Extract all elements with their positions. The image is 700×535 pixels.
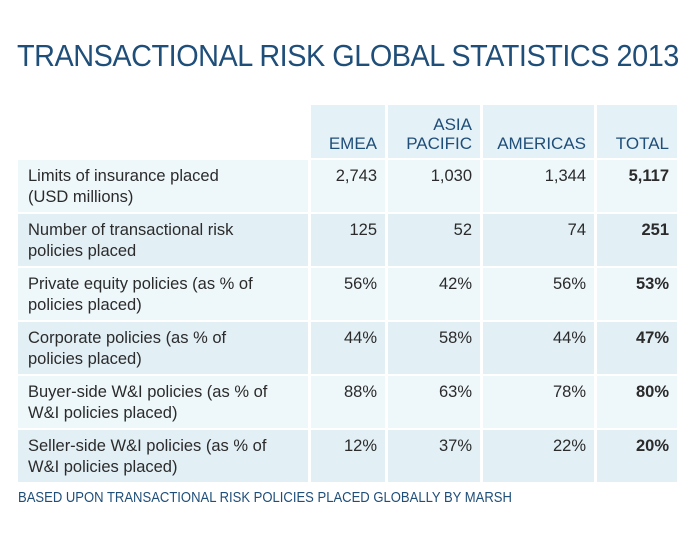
row-label: Limits of insurance placed (USD millions) [18, 160, 308, 212]
cell-emea: 12% [311, 430, 385, 482]
cell-americas: 74 [483, 214, 594, 266]
table-header-row: EMEA ASIA PACIFIC AMERICAS TOTAL [18, 105, 677, 158]
cell-asia-pacific: 1,030 [388, 160, 480, 212]
row-label-line1: Private equity policies (as % of [28, 275, 253, 293]
cell-total: 5,117 [597, 160, 677, 212]
row-label-line1: Limits of insurance placed [28, 167, 219, 185]
row-label-line2: (USD millions) [28, 188, 134, 206]
statistics-table: EMEA ASIA PACIFIC AMERICAS TOTAL Limits o… [15, 103, 680, 484]
row-label: Seller-side W&I policies (as % of W&I pol… [18, 430, 308, 482]
table-row: Number of transactional risk policies pla… [18, 214, 677, 266]
cell-americas: 56% [483, 268, 594, 320]
row-label: Number of transactional risk policies pla… [18, 214, 308, 266]
cell-asia-pacific: 58% [388, 322, 480, 374]
cell-asia-pacific: 52 [388, 214, 480, 266]
cell-emea: 2,743 [311, 160, 385, 212]
row-label-line2: policies placed) [28, 296, 142, 314]
header-asia-pacific-line2: PACIFIC [406, 134, 472, 153]
cell-total: 53% [597, 268, 677, 320]
row-label-line2: policies placed [28, 242, 137, 260]
row-label-line2: W&I policies placed) [28, 458, 178, 476]
table-row: Corporate policies (as % of policies plac… [18, 322, 677, 374]
header-asia-pacific-line1: ASIA [433, 115, 472, 134]
cell-total: 80% [597, 376, 677, 428]
header-asia-pacific: ASIA PACIFIC [388, 105, 480, 158]
cell-total: 20% [597, 430, 677, 482]
table-row: Seller-side W&I policies (as % of W&I pol… [18, 430, 677, 482]
cell-americas: 44% [483, 322, 594, 374]
row-label-line1: Seller-side W&I policies (as % of [28, 437, 267, 455]
row-label: Corporate policies (as % of policies plac… [18, 322, 308, 374]
cell-americas: 1,344 [483, 160, 594, 212]
row-label-line2: W&I policies placed) [28, 404, 178, 422]
source-footnote: BASED UPON TRANSACTIONAL RISK POLICIES P… [18, 490, 512, 506]
cell-emea: 125 [311, 214, 385, 266]
cell-total: 251 [597, 214, 677, 266]
cell-emea: 44% [311, 322, 385, 374]
cell-emea: 88% [311, 376, 385, 428]
row-label-line1: Number of transactional risk [28, 221, 234, 239]
cell-total: 47% [597, 322, 677, 374]
row-label: Buyer-side W&I policies (as % of W&I poli… [18, 376, 308, 428]
cell-asia-pacific: 37% [388, 430, 480, 482]
cell-asia-pacific: 42% [388, 268, 480, 320]
table-row: Private equity policies (as % of policies… [18, 268, 677, 320]
row-label: Private equity policies (as % of policies… [18, 268, 308, 320]
row-label-line1: Buyer-side W&I policies (as % of [28, 383, 268, 401]
header-total: TOTAL [597, 105, 677, 158]
row-label-line1: Corporate policies (as % of [28, 329, 227, 347]
header-blank-cell [18, 105, 308, 158]
row-label-line2: policies placed) [28, 350, 142, 368]
cell-asia-pacific: 63% [388, 376, 480, 428]
cell-emea: 56% [311, 268, 385, 320]
header-emea: EMEA [311, 105, 385, 158]
page-title: TRANSACTIONAL RISK GLOBAL STATISTICS 201… [17, 38, 679, 73]
cell-americas: 22% [483, 430, 594, 482]
table-row: Limits of insurance placed (USD millions)… [18, 160, 677, 212]
header-americas: AMERICAS [483, 105, 594, 158]
table-row: Buyer-side W&I policies (as % of W&I poli… [18, 376, 677, 428]
cell-americas: 78% [483, 376, 594, 428]
